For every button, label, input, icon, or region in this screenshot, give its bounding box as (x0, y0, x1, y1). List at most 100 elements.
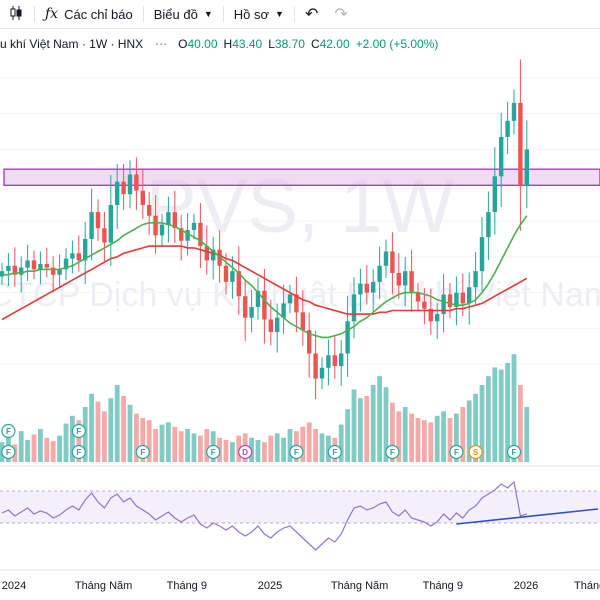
candle-body (505, 120, 510, 137)
event-marker-label: F (512, 448, 517, 457)
candle-body (281, 303, 286, 318)
candle-body (339, 353, 344, 366)
event-marker-circle (135, 444, 150, 460)
volume-bar (351, 389, 357, 462)
volume-bar (428, 422, 434, 462)
chart-menu-label: Biểu đồ (153, 6, 198, 22)
event-marker-label: F (140, 448, 145, 457)
event-marker-label: F (6, 427, 11, 436)
candle (467, 272, 472, 325)
volume-bar (134, 413, 139, 462)
candle-body (127, 174, 133, 195)
candle-body (89, 212, 94, 239)
candle-body (332, 355, 337, 366)
candle (383, 239, 389, 278)
volume-bar (18, 431, 24, 462)
candle (243, 279, 248, 342)
indicators-button[interactable]: ƒx Các chỉ báo (37, 0, 141, 28)
volume-bar (178, 431, 184, 462)
time-axis-label: 2025 (258, 580, 282, 592)
volume-bar (345, 409, 350, 462)
candle-body (230, 271, 235, 282)
legend-toggle-icon[interactable]: ⋯ (155, 37, 167, 51)
candle-body (0, 271, 5, 277)
volume-bar (479, 385, 485, 462)
candle (486, 191, 491, 260)
event-markers: F F F F F F D F F F F S F (1, 423, 522, 460)
candle (38, 251, 43, 285)
candle (31, 250, 37, 280)
candle-body (166, 212, 171, 225)
event-marker-circle (289, 444, 304, 460)
volume-bar (434, 415, 440, 462)
volume-bar (185, 429, 190, 462)
chart-type-button[interactable] (0, 0, 32, 28)
candle (307, 312, 312, 378)
candle-body (364, 283, 369, 293)
candle (518, 59, 523, 231)
volume-bar (57, 435, 62, 462)
candle-body (19, 267, 24, 275)
candle-body (275, 317, 280, 332)
candle-body (172, 212, 177, 229)
support-zone[interactable] (3, 168, 600, 186)
volume-bar (492, 367, 498, 462)
event-marker-label: D (242, 448, 248, 457)
event-marker-label: S (473, 448, 479, 457)
candle (115, 163, 120, 230)
volume-bar (415, 418, 421, 462)
rsi-trendline[interactable] (456, 508, 599, 525)
candle-body (422, 301, 427, 309)
candle (0, 262, 5, 285)
event-marker-label: F (76, 448, 81, 457)
candle (377, 246, 382, 299)
candle-body (473, 271, 478, 288)
volume-bar (505, 363, 510, 462)
time-axis-label: Tháng Năm (331, 580, 388, 592)
profile-menu-button[interactable]: Hồ sơ ▼ (226, 0, 292, 28)
rsi-line (1, 480, 527, 551)
candle (499, 112, 504, 207)
volume-bar (230, 442, 235, 462)
high-label: H (223, 37, 233, 51)
candle (76, 235, 81, 272)
candle-body (249, 306, 254, 318)
candle (345, 295, 350, 377)
candle-body (115, 181, 120, 205)
candle (19, 256, 24, 293)
chevron-down-icon: ▼ (275, 9, 284, 19)
volume-bar (38, 429, 43, 462)
candle-body (147, 204, 152, 216)
chart-menu-button[interactable]: Biểu đồ ▼ (146, 0, 221, 28)
volume-bar (518, 385, 523, 462)
event-marker-f: F (327, 444, 342, 460)
volume-bar (274, 433, 280, 462)
candle-body (63, 258, 69, 270)
event-marker-f: F (1, 423, 16, 439)
event-marker-circle (238, 444, 253, 460)
volume-bar (486, 376, 491, 462)
redo-button[interactable]: ↷ (326, 0, 355, 28)
symbol-title: u khí Việt Nam · 1W · HNX (0, 37, 144, 51)
volume-bar (460, 407, 466, 462)
candle-body (377, 265, 382, 282)
volume-bar (268, 435, 274, 462)
candle-body (57, 269, 62, 275)
event-marker-d: D (238, 444, 253, 460)
event-marker-label: F (6, 448, 11, 457)
volume-bar (402, 407, 408, 462)
candle-body (524, 149, 529, 186)
time-axis-label: Tháng Năm (75, 580, 132, 592)
candle (255, 278, 261, 320)
chevron-down-icon: ▼ (203, 9, 213, 19)
candle (223, 253, 229, 295)
volume-bar (390, 402, 395, 462)
volume-bar (383, 387, 389, 462)
volume-bar (95, 401, 101, 462)
candle-body (467, 287, 472, 304)
candle-body (447, 294, 453, 307)
undo-button[interactable]: ↶ (297, 0, 326, 28)
candle-body (134, 174, 139, 191)
volume-bar (262, 442, 267, 462)
